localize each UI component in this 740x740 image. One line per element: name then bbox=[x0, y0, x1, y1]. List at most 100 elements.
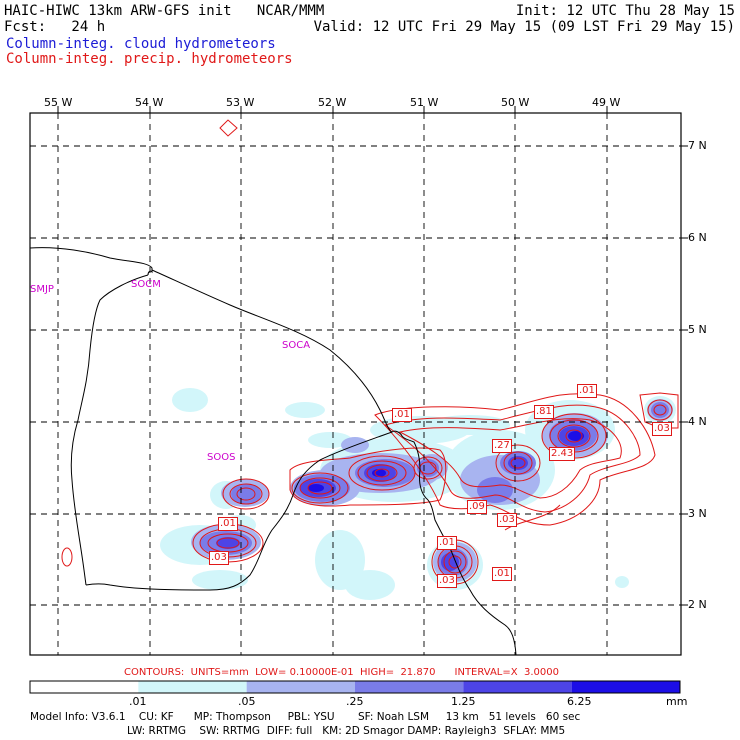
colorbar-segment bbox=[355, 681, 464, 693]
lat-lon-grid bbox=[30, 113, 681, 655]
precip-contour bbox=[299, 477, 341, 499]
lat-label: 6 N bbox=[688, 231, 707, 244]
model-info-line1: Model Info: V3.6.1 CU: KF MP: Thompson P… bbox=[30, 711, 581, 723]
precip-contour bbox=[639, 392, 679, 429]
cloud-fill bbox=[172, 388, 208, 412]
contour-label: .03 bbox=[652, 422, 672, 436]
legend-cloud-hydrometeors: Column-integ. cloud hydrometeors bbox=[6, 36, 276, 52]
precip-contour bbox=[374, 468, 390, 478]
precip-contour bbox=[236, 487, 256, 501]
precip-contour bbox=[398, 418, 622, 499]
cloud-fill bbox=[568, 431, 584, 441]
colorbar-tick: 1.25 bbox=[451, 695, 476, 708]
precip-contour bbox=[61, 547, 73, 567]
cloud-fill bbox=[308, 484, 324, 492]
forecast-hour: Fcst: 24 h bbox=[4, 19, 106, 35]
colorbar-segment bbox=[138, 681, 247, 693]
contour-label: .01 bbox=[577, 384, 597, 398]
precip-contour bbox=[383, 404, 641, 513]
station-label: SOOS bbox=[207, 452, 236, 463]
contour-label: .01 bbox=[492, 567, 512, 581]
contour-label: .01 bbox=[218, 517, 238, 531]
precip-contour bbox=[503, 451, 533, 475]
station-label: SOCA bbox=[282, 340, 311, 351]
valid-time: Valid: 12 UTC Fri 29 May 15 (09 LST Fri … bbox=[313, 19, 735, 35]
precip-contour bbox=[229, 483, 263, 505]
contour-label: .09 bbox=[467, 500, 487, 514]
precip-contour bbox=[443, 550, 467, 574]
precip-contour bbox=[291, 472, 349, 504]
precip-contour bbox=[222, 478, 270, 510]
contour-label: .03 bbox=[437, 574, 457, 588]
colorbar-segment bbox=[30, 681, 139, 693]
precip-contour bbox=[565, 429, 583, 443]
cloud-fill bbox=[372, 469, 386, 477]
cloud-fill bbox=[441, 553, 459, 571]
contour-label: .81 bbox=[534, 405, 554, 419]
cloud-fill bbox=[308, 432, 352, 448]
station-label: SMJP bbox=[30, 284, 54, 295]
contour-label: .03 bbox=[209, 551, 229, 565]
legend-precip-hydrometeors: Column-integ. precip. hydrometeors bbox=[6, 51, 293, 67]
chart-title: HAIC-HIWC 13km ARW-GFS init NCAR/MMM bbox=[4, 3, 325, 19]
lat-label: 4 N bbox=[688, 415, 707, 428]
precip-contour bbox=[366, 464, 398, 482]
colorbar-segment bbox=[571, 681, 680, 693]
cloud-fill bbox=[192, 570, 248, 590]
cloud-fill bbox=[651, 402, 669, 418]
cloud-fill bbox=[216, 537, 240, 549]
colorbar-tick: .01 bbox=[129, 695, 147, 708]
precip-contour bbox=[307, 481, 333, 495]
colorbar-tick: 6.25 bbox=[567, 695, 592, 708]
colorbar bbox=[29, 680, 681, 694]
border-line bbox=[70, 274, 149, 586]
colorbar-border bbox=[29, 680, 681, 694]
contour-label: .27 bbox=[492, 439, 512, 453]
contour-label: 2.43 bbox=[549, 447, 576, 461]
station-label: SOCM bbox=[131, 279, 161, 290]
precip-contour bbox=[647, 399, 673, 421]
precip-contour bbox=[219, 119, 238, 137]
lon-label: 49 W bbox=[592, 96, 621, 109]
precip-contour bbox=[504, 504, 561, 531]
coastline bbox=[151, 269, 517, 656]
cloud-fill bbox=[345, 570, 395, 600]
cloud-fill bbox=[231, 484, 261, 504]
lon-label: 52 W bbox=[318, 96, 347, 109]
precip-contour bbox=[413, 456, 443, 480]
contour-label: .01 bbox=[392, 408, 412, 422]
lon-label: 51 W bbox=[410, 96, 439, 109]
colorbar-segment bbox=[246, 681, 355, 693]
lon-label: 50 W bbox=[501, 96, 530, 109]
lon-label: 54 W bbox=[135, 96, 164, 109]
colorbar-tick: .25 bbox=[346, 695, 364, 708]
axis-ticks bbox=[57, 106, 688, 606]
colorbar-tick: .05 bbox=[238, 695, 256, 708]
lon-label: 53 W bbox=[226, 96, 255, 109]
lat-label: 2 N bbox=[688, 598, 707, 611]
lat-label: 5 N bbox=[688, 323, 707, 336]
border-line bbox=[85, 431, 393, 591]
cloud-fill bbox=[615, 576, 629, 588]
precip-contour bbox=[357, 460, 407, 486]
lat-label: 7 N bbox=[688, 139, 707, 152]
precip-contour bbox=[216, 537, 240, 549]
coastlines bbox=[29, 247, 517, 656]
contour-label: .03 bbox=[497, 513, 517, 527]
contour-info: CONTOURS: UNITS=mm LOW= 0.10000E-01 HIGH… bbox=[124, 667, 559, 678]
init-time: Init: 12 UTC Thu 28 May 15 bbox=[515, 3, 735, 19]
colorbar-segment bbox=[463, 681, 572, 693]
precip-contour bbox=[374, 393, 656, 526]
precip-contour bbox=[289, 447, 447, 507]
precip-contour bbox=[510, 457, 526, 469]
cloud-fill bbox=[285, 402, 325, 418]
colorbar-units: mm bbox=[666, 695, 688, 708]
contour-label: .01 bbox=[437, 536, 457, 550]
lat-label: 3 N bbox=[688, 507, 707, 520]
precip-contour bbox=[653, 404, 667, 416]
model-info-line2: LW: RRTMG SW: RRTMG DIFF: full KM: 2D Sm… bbox=[127, 725, 566, 737]
precip-contour bbox=[448, 555, 462, 569]
precip-contour bbox=[495, 444, 541, 482]
cloud-fill bbox=[430, 415, 510, 435]
